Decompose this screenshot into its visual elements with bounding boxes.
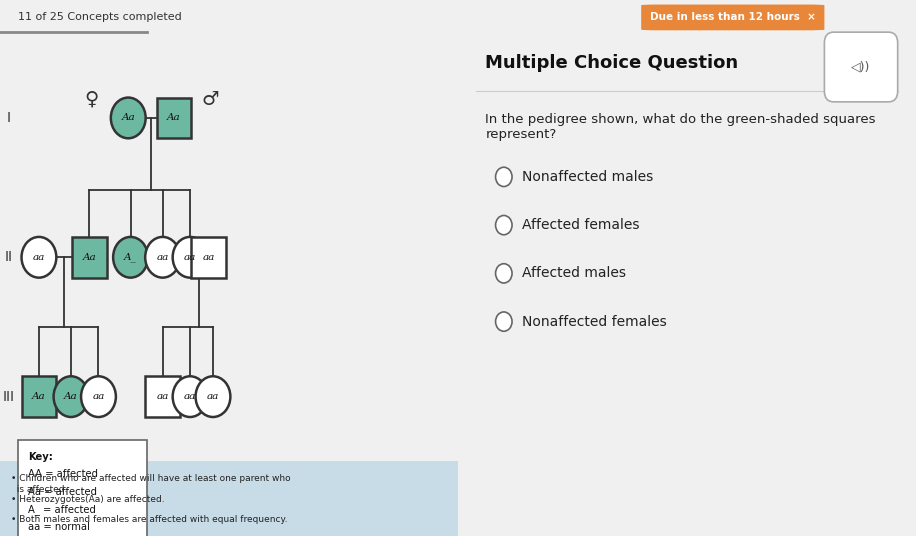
Circle shape [496, 264, 512, 283]
Text: • Heterozygotes(Aa) are affected.: • Heterozygotes(Aa) are affected. [11, 495, 165, 504]
Text: II: II [5, 250, 12, 264]
Text: Aa: Aa [32, 392, 46, 401]
Text: Multiple Choice Question: Multiple Choice Question [485, 54, 738, 72]
Circle shape [172, 376, 207, 417]
Circle shape [496, 215, 512, 235]
Text: aa = normal: aa = normal [28, 523, 91, 532]
Text: In the pedigree shown, what do the green-shaded squares represent?: In the pedigree shown, what do the green… [485, 113, 876, 140]
Circle shape [496, 167, 512, 187]
Text: aa: aa [157, 392, 169, 401]
FancyBboxPatch shape [22, 376, 56, 417]
Text: aa: aa [207, 392, 219, 401]
Text: aa: aa [184, 253, 196, 262]
Circle shape [53, 376, 88, 417]
Circle shape [22, 237, 57, 278]
Text: aa: aa [93, 392, 104, 401]
Text: aa: aa [202, 253, 214, 262]
Circle shape [496, 312, 512, 331]
Text: aa: aa [184, 392, 196, 401]
FancyBboxPatch shape [641, 4, 824, 31]
Text: Key:: Key: [28, 452, 53, 461]
Text: Aa: Aa [122, 114, 135, 122]
Text: Aa: Aa [82, 253, 96, 262]
Text: • Both males and females are affected with equal frequency.: • Both males and females are affected wi… [11, 515, 288, 524]
FancyBboxPatch shape [145, 376, 180, 417]
Circle shape [111, 98, 146, 138]
FancyBboxPatch shape [824, 32, 898, 102]
Text: III: III [2, 390, 15, 404]
Text: Nonaffected males: Nonaffected males [522, 170, 653, 184]
FancyBboxPatch shape [191, 237, 225, 278]
Text: ◁)): ◁)) [851, 61, 871, 73]
Text: Affected males: Affected males [522, 266, 627, 280]
Text: aa: aa [157, 253, 169, 262]
Text: • Children who are affected will have at least one parent who
  is affected.: • Children who are affected will have at… [11, 474, 291, 494]
Text: A_ = affected: A_ = affected [28, 504, 96, 515]
Text: Affected females: Affected females [522, 218, 639, 232]
Text: 11 of 25 Concepts completed: 11 of 25 Concepts completed [18, 12, 182, 23]
FancyBboxPatch shape [18, 440, 147, 536]
Circle shape [172, 237, 207, 278]
FancyBboxPatch shape [157, 98, 191, 138]
Text: Aa = affected: Aa = affected [28, 487, 97, 497]
Circle shape [196, 376, 231, 417]
Text: Due in less than 12 hours  ×: Due in less than 12 hours × [649, 12, 816, 23]
FancyBboxPatch shape [71, 237, 106, 278]
FancyBboxPatch shape [0, 461, 458, 536]
Text: Aa: Aa [64, 392, 78, 401]
Text: Nonaffected females: Nonaffected females [522, 315, 667, 329]
Text: A_: A_ [125, 252, 136, 262]
Text: I: I [6, 111, 10, 125]
Circle shape [145, 237, 180, 278]
Text: Aa: Aa [168, 114, 180, 122]
Text: AA = affected: AA = affected [28, 470, 98, 479]
Text: ♀: ♀ [84, 90, 99, 109]
Text: aa: aa [33, 253, 45, 262]
Text: ♂: ♂ [202, 90, 220, 109]
Circle shape [81, 376, 115, 417]
Circle shape [114, 237, 147, 278]
